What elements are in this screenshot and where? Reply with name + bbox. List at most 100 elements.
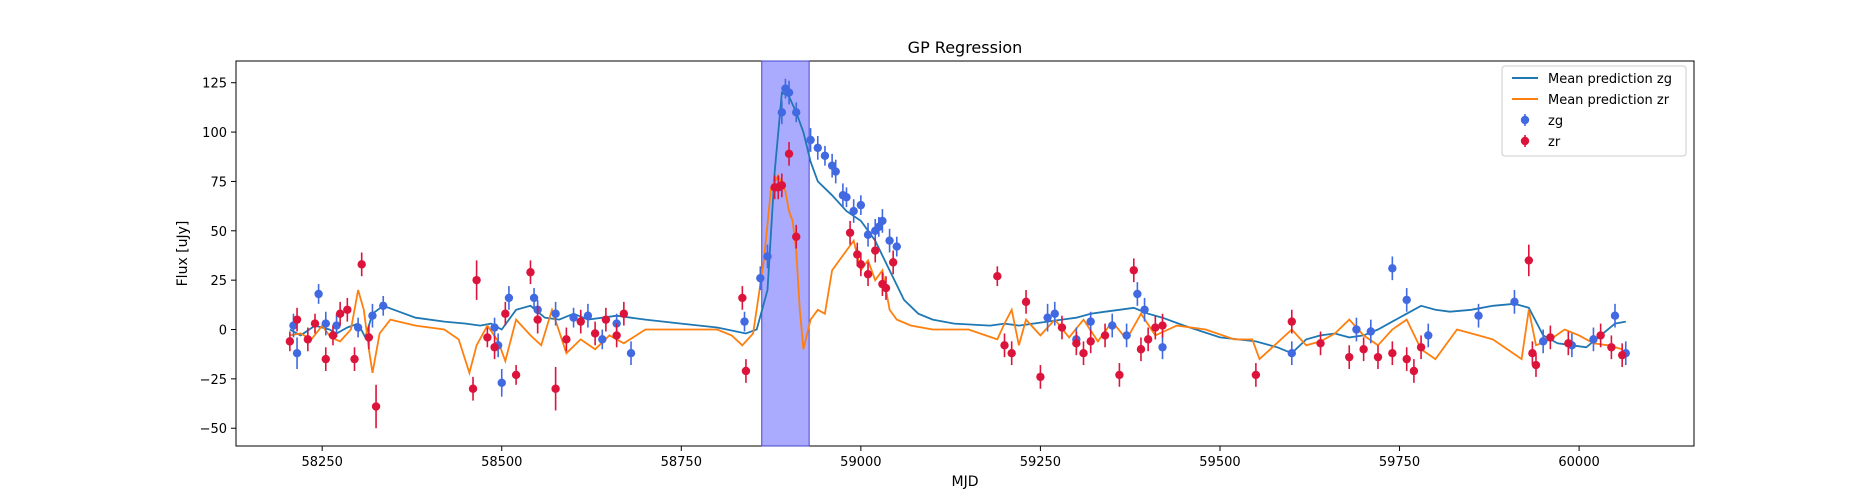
data-point-zr <box>1345 352 1354 362</box>
data-point-zr <box>533 315 542 324</box>
y-tick-label: 25 <box>210 274 227 289</box>
data-point-zg <box>529 293 539 303</box>
y-tick-label: −50 <box>200 422 227 437</box>
data-point-zr <box>1100 331 1110 340</box>
data-point-zr <box>1086 337 1095 346</box>
data-point-zr <box>321 354 330 364</box>
data-point-zg <box>1086 317 1095 326</box>
data-point-zg <box>892 242 901 251</box>
prediction-lines-layer <box>289 91 1626 377</box>
data-point-zr <box>784 149 794 158</box>
data-point-zr <box>993 272 1002 281</box>
data-point-zr <box>1607 343 1616 352</box>
data-point-zr <box>1151 323 1160 332</box>
y-tick-label: 50 <box>210 225 227 240</box>
data-point-zr <box>357 260 366 269</box>
data-point-zr <box>292 315 302 324</box>
data-point-zg <box>784 88 794 97</box>
x-tick-label: 60000 <box>1558 455 1599 470</box>
x-tick-label: 58250 <box>302 455 343 470</box>
data-point-zg <box>856 200 866 210</box>
data-point-zr <box>1416 343 1426 352</box>
data-point-zr <box>490 343 499 352</box>
y-tick-label: 75 <box>210 175 227 190</box>
data-point-zr <box>350 354 359 364</box>
data-point-zr <box>1316 339 1325 348</box>
data-point-zg <box>1050 309 1059 318</box>
y-tick-label: 0 <box>219 324 227 339</box>
data-point-zg <box>756 273 765 283</box>
data-point-zr <box>619 309 629 318</box>
data-point-zr <box>863 270 873 279</box>
data-point-zg <box>831 167 840 176</box>
data-point-zg <box>878 216 887 226</box>
data-point-zg <box>497 378 506 388</box>
data-point-zr <box>856 260 866 269</box>
data-point-zg <box>321 319 330 328</box>
data-point-zg <box>1287 349 1296 358</box>
data-point-zg <box>820 151 830 160</box>
data-point-zg <box>1108 321 1117 330</box>
data-point-zg <box>849 206 858 216</box>
data-point-zr <box>526 268 535 277</box>
data-point-zr <box>1409 366 1419 376</box>
y-tick-label: −25 <box>200 373 227 388</box>
data-point-zg <box>292 349 302 358</box>
data-point-zg <box>332 321 341 330</box>
y-tick-label: 100 <box>202 126 227 141</box>
data-point-zg <box>612 319 621 328</box>
data-point-zr <box>741 366 751 376</box>
x-tick-label: 59750 <box>1379 455 1420 470</box>
data-point-zr <box>1000 341 1009 350</box>
data-point-zr <box>285 337 295 346</box>
data-point-zg <box>490 323 499 332</box>
data-point-zr <box>1596 331 1605 340</box>
data-point-zg <box>792 108 801 117</box>
data-point-zr <box>303 335 313 344</box>
data-point-zr <box>468 384 478 393</box>
data-point-zg <box>504 293 514 303</box>
data-point-zr <box>1136 345 1146 354</box>
data-point-zg <box>763 252 772 261</box>
data-point-zr <box>1528 349 1537 358</box>
data-point-zr <box>364 333 374 342</box>
data-point-zr <box>1531 360 1541 370</box>
data-point-zr <box>1036 372 1045 382</box>
data-point-zg <box>1366 327 1375 336</box>
data-point-zg <box>598 335 607 344</box>
legend-label: Mean prediction zg <box>1548 72 1672 87</box>
data-point-zr <box>1373 352 1383 362</box>
data-point-zr <box>1079 349 1088 358</box>
data-point-zr <box>1524 256 1534 265</box>
data-point-zg <box>1133 289 1142 299</box>
data-point-zg <box>1140 305 1149 314</box>
plot-frame <box>235 60 1695 447</box>
x-tick-label: 58500 <box>481 455 522 470</box>
data-point-zg <box>863 230 873 239</box>
legend: Mean prediction zg Mean prediction zr zg zr <box>1501 65 1687 157</box>
data-point-zr <box>612 331 621 340</box>
data-point-zg <box>1122 331 1131 340</box>
x-tick-label: 59250 <box>1020 455 1061 470</box>
data-point-zr <box>881 283 891 293</box>
data-point-zr <box>501 309 510 318</box>
x-tick-label: 59000 <box>840 455 881 470</box>
data-point-zg <box>1388 264 1397 273</box>
data-point-zg <box>1474 311 1483 320</box>
data-point-zr <box>1057 323 1067 332</box>
x-tick-label: 58750 <box>661 455 702 470</box>
data-point-zr <box>1388 349 1397 358</box>
data-point-zg <box>368 311 377 320</box>
data-point-zr <box>1021 297 1031 307</box>
data-point-zr <box>1546 333 1555 342</box>
data-point-zr <box>1402 354 1411 364</box>
data-point-zr <box>310 319 320 328</box>
data-point-zr <box>511 370 521 380</box>
data-point-zr <box>738 293 747 303</box>
y-tick-label: 125 <box>202 77 227 92</box>
data-point-zr <box>845 228 855 237</box>
data-point-zg <box>583 311 593 320</box>
data-point-zg <box>569 313 578 322</box>
